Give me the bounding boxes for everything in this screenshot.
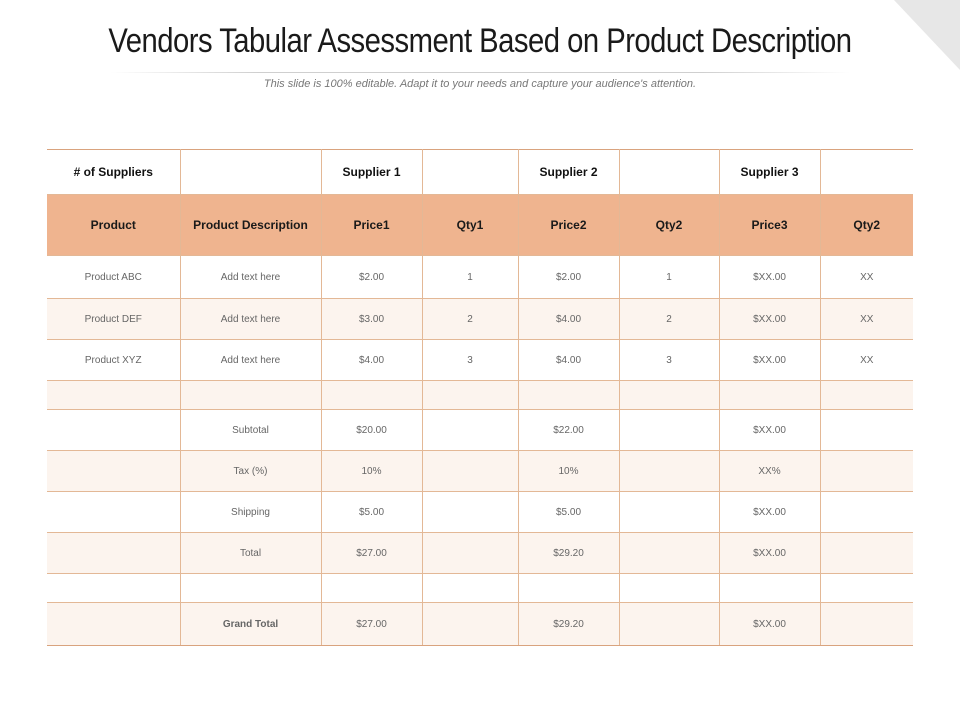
summary-blank-cell [618, 602, 720, 646]
product-name-cell: Product DEF [47, 298, 181, 340]
summary-label-cell: Tax (%) [179, 450, 322, 492]
qty1-cell: 3 [421, 339, 519, 381]
column-header-price3: Price3 [718, 194, 821, 256]
qty2-cell: 2 [618, 298, 720, 340]
suppliers-count-label: # of Suppliers [47, 149, 181, 195]
product-description-cell: Add text here [179, 298, 322, 340]
summary-blank-cell [618, 491, 720, 533]
column-header-price1: Price1 [320, 194, 423, 256]
supplier-header-blank [421, 149, 519, 195]
summary-blank-cell [618, 409, 720, 451]
summary-blank-cell [47, 532, 181, 574]
supplier-header-blank [618, 149, 720, 195]
qty3-cell: XX [819, 339, 913, 381]
supplier-1-grand-total: $27.00 [320, 602, 423, 646]
price3-cell: $XX.00 [718, 255, 821, 299]
price3-cell: $XX.00 [718, 339, 821, 381]
page-subtitle: This slide is 100% editable. Adapt it to… [263, 78, 697, 90]
summary-blank-cell [618, 532, 720, 574]
supplier-3-value-cell: $XX.00 [718, 491, 821, 533]
summary-label-cell: Subtotal [179, 409, 322, 451]
product-name-cell: Product XYZ [47, 339, 181, 381]
summary-blank-cell [618, 450, 720, 492]
page-title: Vendors Tabular Assessment Based on Prod… [108, 22, 852, 60]
summary-blank-cell [421, 532, 519, 574]
price2-cell: $4.00 [517, 339, 620, 381]
supplier-3-label: Supplier 3 [718, 149, 821, 195]
summary-blank-cell [819, 491, 913, 533]
table-row-shipping: Shipping $5.00 $5.00 $XX.00 [47, 491, 913, 533]
summary-label-cell: Shipping [179, 491, 322, 533]
price1-cell: $4.00 [320, 339, 423, 381]
summary-blank-cell [819, 409, 913, 451]
corner-fold-decoration [894, 0, 960, 70]
supplier-3-value-cell: $XX.00 [718, 532, 821, 574]
table-row-product-abc: Product ABC Add text here $2.00 1 $2.00 … [47, 255, 913, 299]
summary-blank-cell [47, 491, 181, 533]
price2-cell: $2.00 [517, 255, 620, 299]
summary-blank-cell [47, 602, 181, 646]
table-row-product-def: Product DEF Add text here $3.00 2 $4.00 … [47, 298, 913, 340]
grand-total-label: Grand Total [179, 602, 322, 646]
table-row-product-xyz: Product XYZ Add text here $4.00 3 $4.00 … [47, 339, 913, 381]
column-header-product: Product [47, 194, 181, 256]
price2-cell: $4.00 [517, 298, 620, 340]
supplier-2-value-cell: 10% [517, 450, 620, 492]
supplier-2-label: Supplier 2 [517, 149, 620, 195]
product-name-cell: Product ABC [47, 255, 181, 299]
column-header-qty1: Qty1 [421, 194, 519, 256]
table-row-subtotal: Subtotal $20.00 $22.00 $XX.00 [47, 409, 913, 451]
summary-blank-cell [47, 450, 181, 492]
price3-cell: $XX.00 [718, 298, 821, 340]
summary-blank-cell [421, 450, 519, 492]
supplier-header-row: # of Suppliers Supplier 1 Supplier 2 Sup… [47, 149, 913, 195]
qty2-cell: 3 [618, 339, 720, 381]
summary-blank-cell [819, 602, 913, 646]
summary-blank-cell [819, 450, 913, 492]
price1-cell: $3.00 [320, 298, 423, 340]
table-row-total: Total $27.00 $29.20 $XX.00 [47, 532, 913, 574]
qty1-cell: 2 [421, 298, 519, 340]
supplier-2-grand-total: $29.20 [517, 602, 620, 646]
supplier-1-value-cell: 10% [320, 450, 423, 492]
column-header-description: Product Description [179, 194, 322, 256]
table-row-tax: Tax (%) 10% 10% XX% [47, 450, 913, 492]
qty3-cell: XX [819, 298, 913, 340]
supplier-header-blank [819, 149, 913, 195]
product-description-cell: Add text here [179, 339, 322, 381]
summary-blank-cell [47, 409, 181, 451]
summary-blank-cell [421, 602, 519, 646]
summary-label-cell: Total [179, 532, 322, 574]
price1-cell: $2.00 [320, 255, 423, 299]
product-description-cell: Add text here [179, 255, 322, 299]
supplier-3-value-cell: XX% [718, 450, 821, 492]
supplier-1-value-cell: $27.00 [320, 532, 423, 574]
qty3-cell: XX [819, 255, 913, 299]
column-header-price2: Price2 [517, 194, 620, 256]
column-header-qty3: Qty2 [819, 194, 913, 256]
supplier-1-label: Supplier 1 [320, 149, 423, 195]
column-header-row: Product Product Description Price1 Qty1 … [47, 194, 913, 256]
column-header-qty2: Qty2 [618, 194, 720, 256]
supplier-3-value-cell: $XX.00 [718, 409, 821, 451]
supplier-2-value-cell: $29.20 [517, 532, 620, 574]
supplier-1-value-cell: $20.00 [320, 409, 423, 451]
summary-blank-cell [421, 409, 519, 451]
summary-blank-cell [421, 491, 519, 533]
table-row-grand-total: Grand Total $27.00 $29.20 $XX.00 [47, 602, 913, 646]
supplier-1-value-cell: $5.00 [320, 491, 423, 533]
qty1-cell: 1 [421, 255, 519, 299]
table-spacer-row [47, 380, 913, 410]
qty2-cell: 1 [618, 255, 720, 299]
title-divider [110, 72, 850, 73]
supplier-2-value-cell: $5.00 [517, 491, 620, 533]
supplier-2-value-cell: $22.00 [517, 409, 620, 451]
table-spacer-row [47, 573, 913, 603]
supplier-3-grand-total: $XX.00 [718, 602, 821, 646]
supplier-header-blank [179, 149, 322, 195]
summary-blank-cell [819, 532, 913, 574]
vendor-assessment-table: # of Suppliers Supplier 1 Supplier 2 Sup… [47, 149, 913, 646]
